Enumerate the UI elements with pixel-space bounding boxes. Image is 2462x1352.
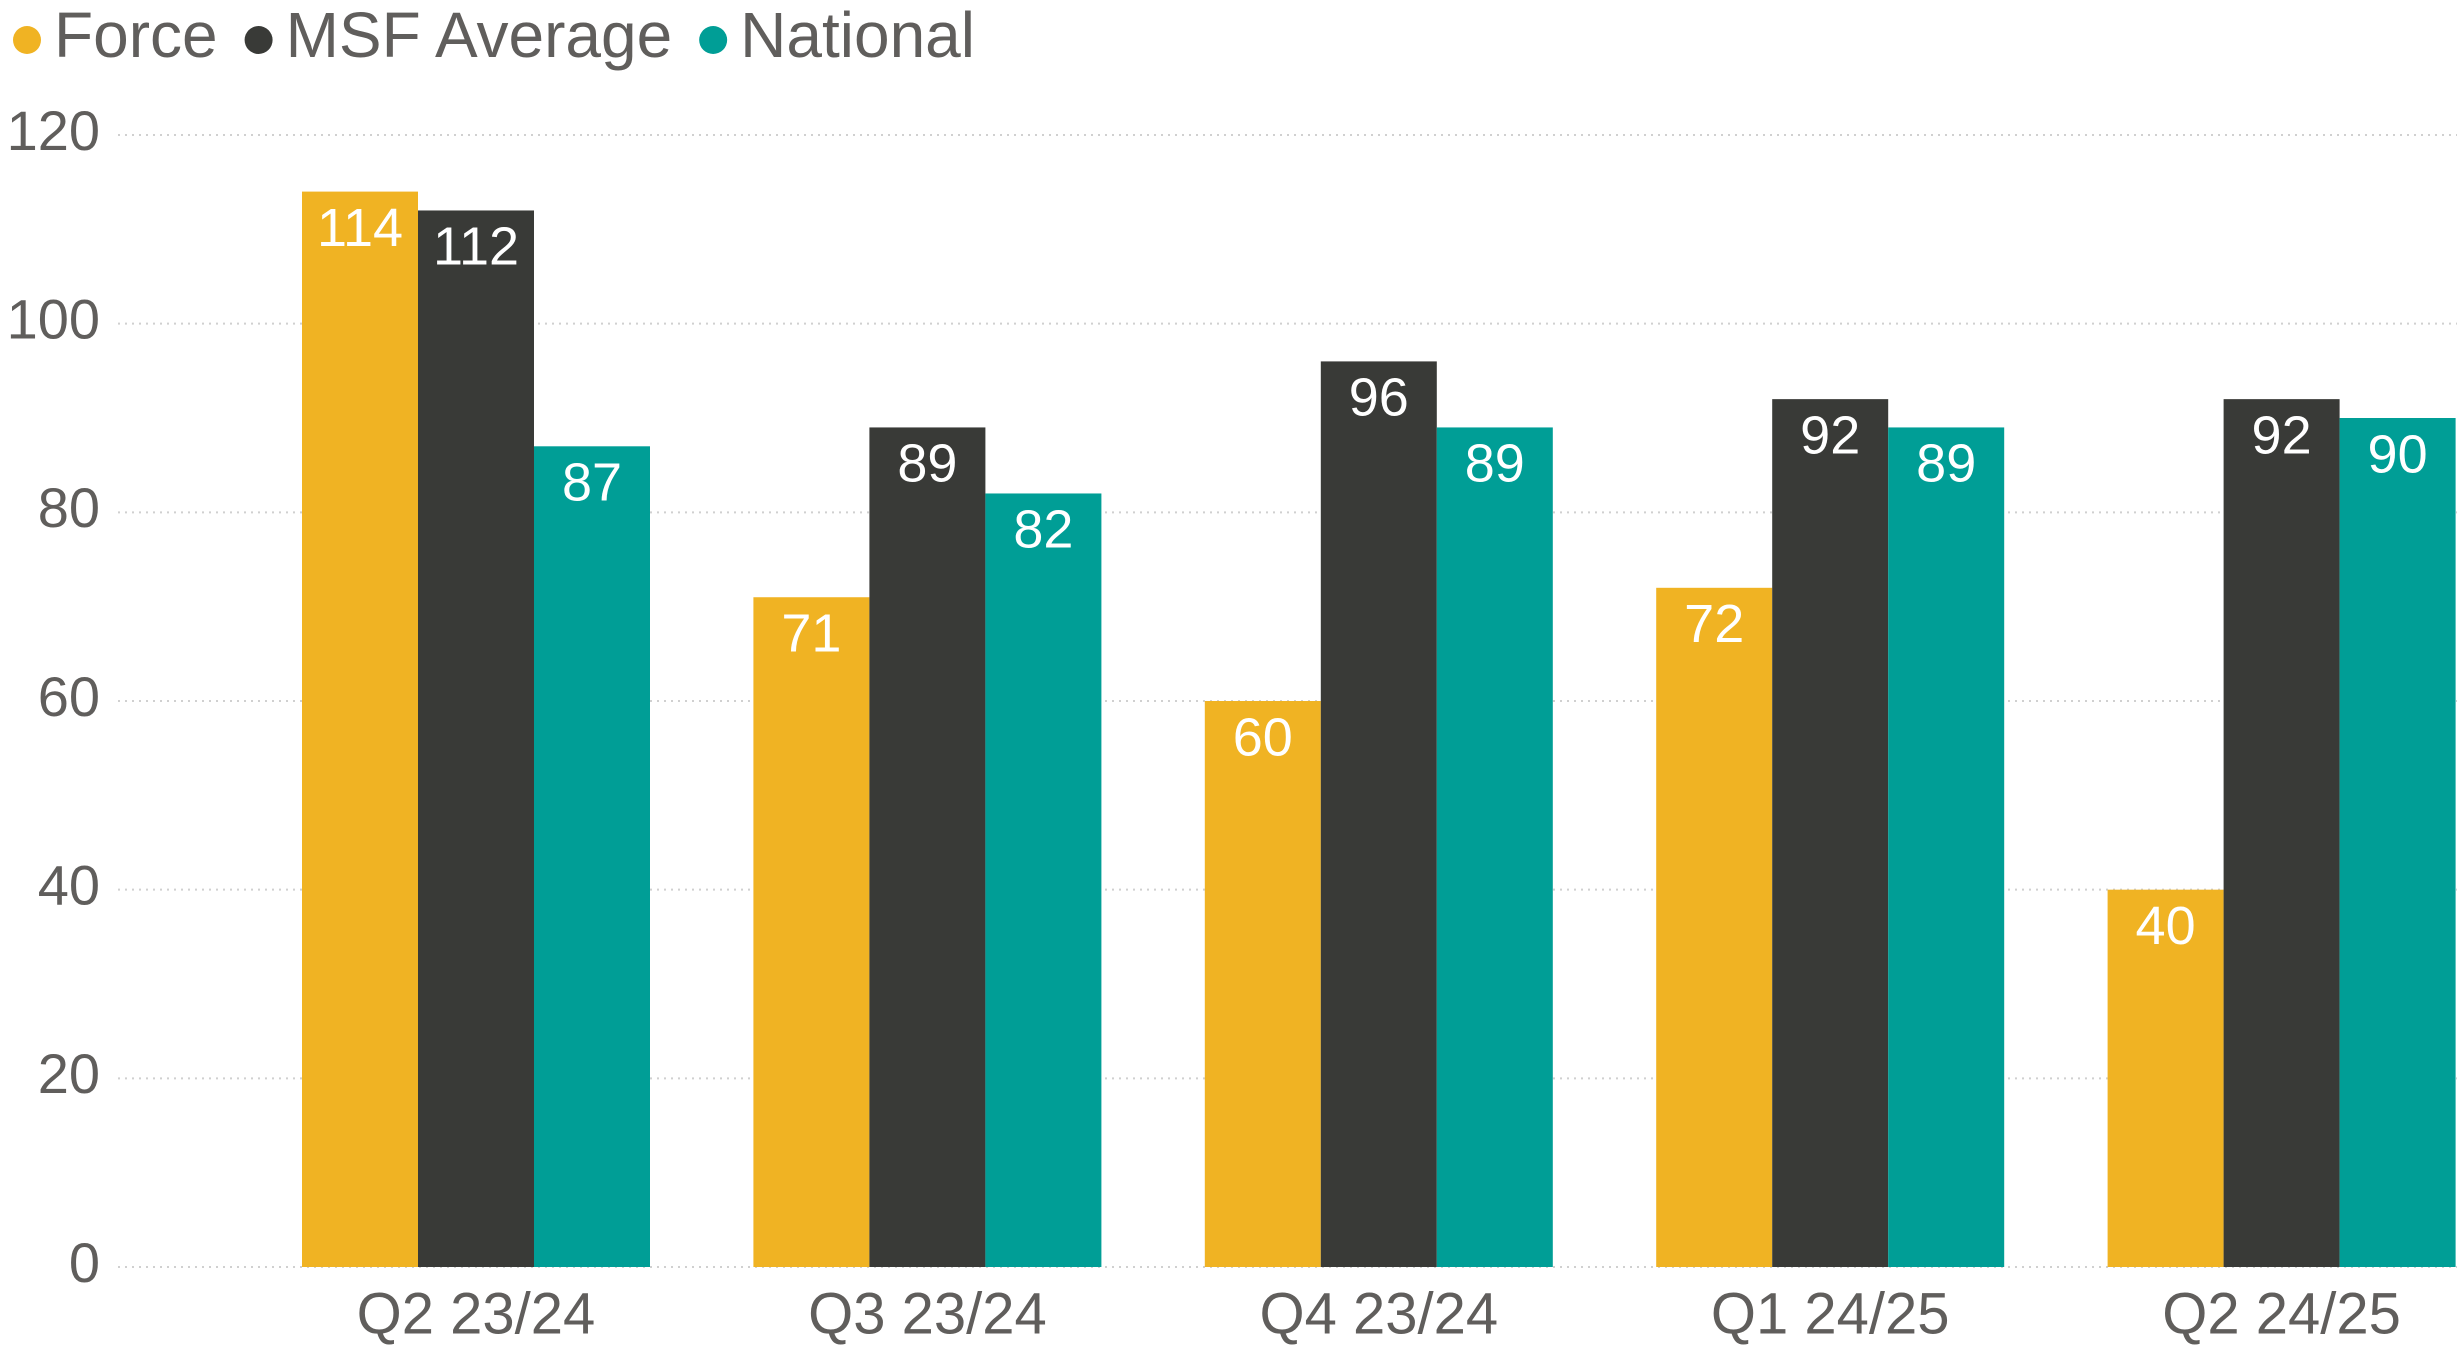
bar	[302, 191, 418, 1268]
legend-marker	[244, 26, 273, 54]
data-label: 71	[781, 603, 841, 663]
bar	[418, 210, 534, 1267]
bar	[534, 446, 650, 1267]
y-tick-label: 60	[38, 665, 100, 728]
data-label: 72	[1684, 594, 1744, 654]
data-label: 40	[2136, 896, 2196, 956]
data-label: 90	[2368, 424, 2428, 484]
data-label: 112	[433, 217, 519, 277]
bar	[1656, 587, 1773, 1267]
y-tick-label: 0	[69, 1231, 100, 1294]
x-tick-label: Q2 23/24	[357, 1281, 596, 1346]
bar	[753, 597, 870, 1267]
bar	[869, 427, 986, 1267]
bar	[2339, 418, 2456, 1267]
y-tick-label: 120	[7, 99, 100, 162]
data-label: 89	[1916, 434, 1976, 494]
legend-marker	[699, 26, 728, 54]
legend-label: MSF Average	[286, 0, 673, 71]
data-label: 92	[1800, 405, 1860, 465]
legend-marker	[13, 26, 41, 54]
bar	[1320, 361, 1437, 1267]
bar	[985, 493, 1102, 1267]
x-tick-label: Q2 24/25	[2162, 1281, 2401, 1346]
bar	[1888, 427, 2005, 1267]
y-tick-label: 100	[7, 287, 100, 350]
x-tick-label: Q3 23/24	[808, 1281, 1047, 1346]
data-label: 60	[1233, 707, 1293, 767]
data-label: 82	[1013, 500, 1073, 560]
x-tick-label: Q4 23/24	[1259, 1281, 1498, 1346]
data-label: 96	[1349, 368, 1409, 428]
data-label: 114	[317, 198, 403, 258]
legend-label: Force	[54, 0, 218, 71]
bar	[2223, 399, 2340, 1268]
bar	[2107, 889, 2224, 1267]
data-label: 89	[897, 434, 957, 494]
x-tick-label: Q1 24/25	[1711, 1281, 1950, 1346]
data-label: 89	[1465, 434, 1525, 494]
y-tick-label: 40	[38, 853, 100, 916]
data-label: 87	[562, 453, 622, 513]
y-tick-label: 80	[38, 476, 100, 539]
bar	[1772, 399, 1889, 1268]
y-tick-label: 20	[38, 1042, 100, 1105]
data-label: 92	[2252, 405, 2312, 465]
legend-label: National	[740, 0, 975, 71]
bar	[1204, 701, 1321, 1267]
bar	[1436, 427, 1553, 1267]
